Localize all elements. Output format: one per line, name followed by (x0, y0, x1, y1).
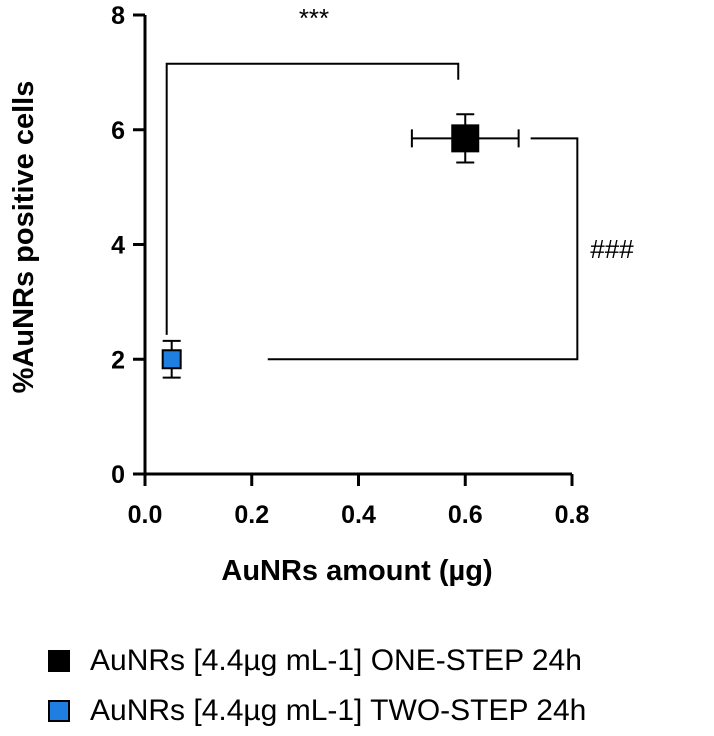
axes (143, 15, 572, 476)
bracket-hashes (267, 137, 579, 361)
y-tick-label: 6 (111, 117, 125, 145)
legend-swatch-one-step (48, 650, 70, 672)
x-tick-label: 0.4 (341, 501, 376, 529)
legend-swatch-two-step (48, 700, 70, 722)
scatter-chart: 0 2 4 6 8 0.0 0.2 0.4 0.6 0.8 *** ### AuNRs amoun… (8, 2, 634, 587)
legend-item-one-step: AuNRs [4.4µg mL-1] ONE-STEP 24h (48, 636, 586, 686)
y-tick-label: 2 (111, 346, 125, 374)
y-tick-label: 0 (111, 461, 125, 489)
significance-brackets (165, 62, 579, 361)
data-points (161, 113, 520, 379)
legend-label-one-step: AuNRs [4.4µg mL-1] ONE-STEP 24h (90, 644, 582, 677)
x-axis-title: AuNRs amount (µg) (221, 555, 492, 587)
tick-marks (133, 13, 574, 486)
significance-annotation-hashes: ### (590, 234, 634, 264)
legend-label-two-step: AuNRs [4.4µg mL-1] TWO-STEP 24h (90, 694, 587, 727)
tick-labels: 0 2 4 6 8 0.0 0.2 0.4 0.6 0.8 (111, 2, 589, 529)
x-tick-label: 0.2 (234, 501, 269, 529)
significance-annotation-stars: *** (299, 3, 329, 33)
y-tick-label: 8 (111, 2, 125, 30)
data-point-marker (161, 349, 182, 370)
y-tick-label: 4 (111, 232, 125, 260)
bracket-stars (165, 62, 460, 335)
data-point-marker (451, 124, 480, 153)
legend: AuNRs [4.4µg mL-1] ONE-STEP 24h AuNRs [4… (48, 636, 586, 736)
y-axis-title: %AuNRs positive cells (8, 81, 40, 394)
x-tick-label: 0.8 (555, 501, 590, 529)
legend-item-two-step: AuNRs [4.4µg mL-1] TWO-STEP 24h (48, 686, 586, 736)
x-tick-label: 0.0 (128, 501, 163, 529)
x-tick-label: 0.6 (448, 501, 483, 529)
